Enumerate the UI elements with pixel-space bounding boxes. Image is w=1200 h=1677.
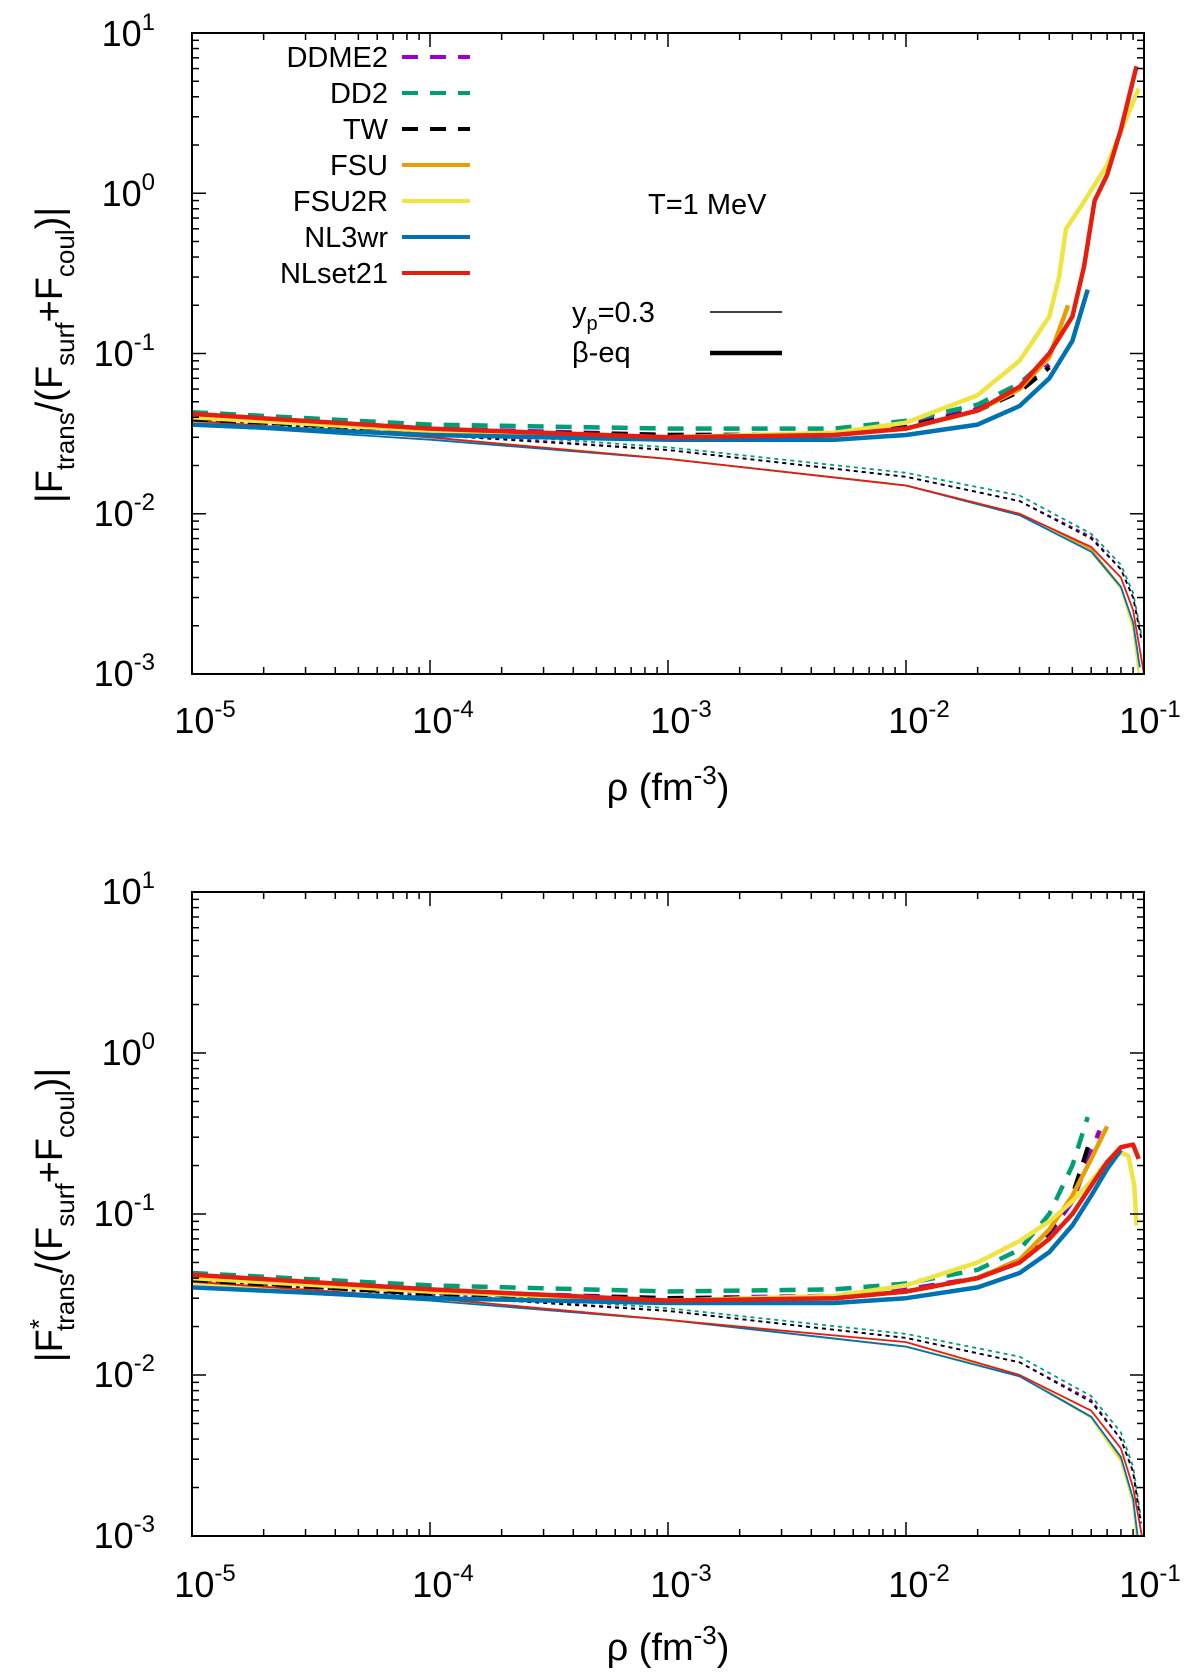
top-ytick-label: 101 <box>102 9 155 54</box>
bottom-series-NL3wr-yp03 <box>191 1286 1139 1537</box>
legend-entry-DDME2: DDME2 <box>286 42 470 74</box>
bottom-ytick-labels: 10-3 10-2 10-1 100 101 <box>94 867 155 1556</box>
legend-entry-TW: TW <box>343 114 470 146</box>
thickness-label-beta-eq: β-eq <box>572 337 631 369</box>
thickness-legend: yp=0.3 β-eq <box>572 297 782 369</box>
bottom-series-NLset21-yp03 <box>191 1280 1143 1537</box>
top-series-NLset21-yp03 <box>191 419 1145 675</box>
top-ytick-labels: 10-3 10-2 10-1 100 101 <box>94 9 155 694</box>
top-x-axis-label: ρ (fm-3) <box>607 760 730 809</box>
bottom-ytick-label: 10-1 <box>94 1189 155 1234</box>
bottom-ytick-label: 101 <box>102 867 155 912</box>
bottom-y-axis-label: |F*trans/(Fsurf+Fcoul)| <box>24 1068 80 1362</box>
legend-entry-NLset21: NLset21 <box>280 258 470 290</box>
top-xtick-label: 10-4 <box>412 696 473 741</box>
bottom-tick-marks <box>191 891 1145 1537</box>
bottom-ytick-label: 100 <box>102 1028 155 1073</box>
legend-label: NL3wr <box>304 222 388 254</box>
bottom-panel: 10-3 10-2 10-1 100 101 10-5 10-4 10-3 10… <box>24 867 1181 1669</box>
top-ytick-label: 100 <box>102 169 155 214</box>
bottom-xtick-labels: 10-5 10-4 10-3 10-2 10-1 <box>174 1560 1180 1605</box>
legend-entry-FSU2R: FSU2R <box>293 186 470 218</box>
legend-label: NLset21 <box>280 258 388 290</box>
top-panel: 10-3 10-2 10-1 100 101 10-5 10-4 10-3 10… <box>29 9 1181 809</box>
bottom-series-NL3wr-beta-eq <box>191 1148 1123 1306</box>
legend-entry-DD2: DD2 <box>330 78 470 110</box>
bottom-x-axis-label: ρ (fm-3) <box>607 1620 730 1669</box>
bottom-series-DD2-yp03 <box>191 1275 1142 1518</box>
top-xtick-label: 10-2 <box>888 696 949 741</box>
top-series-DD2-yp03 <box>191 414 1143 638</box>
legend-entry-FSU: FSU <box>330 150 470 182</box>
bottom-xtick-label: 10-5 <box>174 1560 235 1605</box>
bottom-series-DD2-beta-eq <box>191 1116 1090 1294</box>
thickness-label-yp: yp=0.3 <box>572 297 655 335</box>
bottom-series-NLset21-beta-eq <box>191 1142 1141 1303</box>
top-series-DD2-beta-eq <box>191 355 1051 431</box>
top-xtick-labels: 10-5 10-4 10-3 10-2 10-1 <box>174 696 1180 741</box>
top-series-NL3wr-beta-eq <box>191 289 1090 442</box>
top-series-group <box>191 65 1145 675</box>
top-series-TW-yp03 <box>191 418 1143 642</box>
legend-label: FSU2R <box>293 186 388 218</box>
top-ytick-label: 10-3 <box>94 649 155 694</box>
top-ytick-label: 10-1 <box>94 329 155 374</box>
bottom-ytick-label: 10-2 <box>94 1350 155 1395</box>
legend: DDME2 DD2 TW FSU FSU2R NL3wr <box>280 42 470 290</box>
top-xtick-label: 10-5 <box>174 696 235 741</box>
bottom-ytick-label: 10-3 <box>94 1511 155 1556</box>
top-xtick-label: 10-1 <box>1119 696 1180 741</box>
legend-label: DDME2 <box>286 42 388 74</box>
top-y-axis-label: |Ftrans/(Fsurf+Fcoul)| <box>29 207 80 503</box>
top-xtick-label: 10-3 <box>650 696 711 741</box>
bottom-series-group <box>191 1116 1143 1537</box>
bottom-xtick-label: 10-1 <box>1119 1560 1180 1605</box>
legend-label: DD2 <box>330 78 388 110</box>
bottom-series-TW-yp03 <box>191 1278 1142 1524</box>
top-series-NL3wr-yp03 <box>191 423 1141 668</box>
bottom-xtick-label: 10-2 <box>888 1560 949 1605</box>
bottom-xtick-label: 10-4 <box>412 1560 473 1605</box>
temperature-annotation: T=1 MeV <box>648 189 767 221</box>
legend-label: FSU <box>330 150 388 182</box>
top-ytick-label: 10-2 <box>94 489 155 534</box>
top-plot-frame <box>191 32 1145 675</box>
top-series-NLset21-beta-eq <box>191 65 1139 440</box>
bottom-plot-frame <box>191 891 1145 1537</box>
bottom-xtick-label: 10-3 <box>650 1560 711 1605</box>
legend-label: TW <box>343 114 389 146</box>
legend-entry-NL3wr: NL3wr <box>304 222 470 254</box>
